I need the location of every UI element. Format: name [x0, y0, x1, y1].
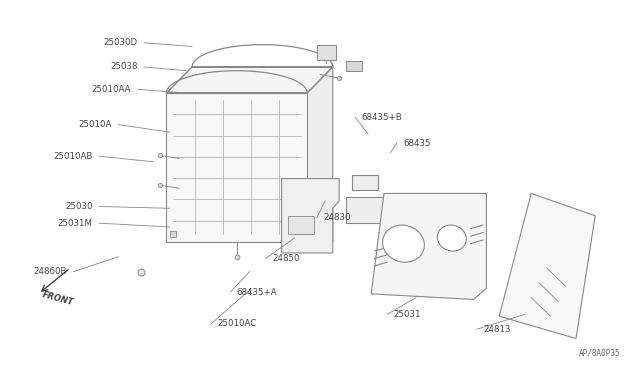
Polygon shape — [371, 193, 486, 299]
Polygon shape — [346, 197, 384, 223]
Text: 25030D: 25030D — [104, 38, 138, 47]
Text: 24860B: 24860B — [34, 267, 67, 276]
Text: 68435+B: 68435+B — [362, 113, 403, 122]
Text: 25010AB: 25010AB — [53, 152, 93, 161]
Ellipse shape — [437, 225, 467, 251]
Text: 25010A: 25010A — [79, 120, 112, 129]
Text: AP/8A0P35: AP/8A0P35 — [579, 348, 621, 357]
Polygon shape — [307, 67, 333, 242]
Text: 24850: 24850 — [272, 254, 300, 263]
Polygon shape — [288, 216, 314, 234]
Text: 25030: 25030 — [65, 202, 93, 211]
Polygon shape — [166, 67, 333, 93]
Text: 25010AA: 25010AA — [92, 85, 131, 94]
Text: FRONT: FRONT — [42, 290, 75, 307]
Polygon shape — [282, 179, 339, 253]
Text: 68435: 68435 — [403, 139, 431, 148]
Polygon shape — [352, 175, 378, 190]
Text: 25038: 25038 — [110, 62, 138, 71]
Text: 68435+A: 68435+A — [237, 288, 277, 296]
Text: 25010AC: 25010AC — [218, 319, 257, 328]
Text: 24813: 24813 — [483, 325, 511, 334]
Polygon shape — [317, 45, 336, 60]
Polygon shape — [346, 61, 362, 71]
Ellipse shape — [383, 225, 424, 262]
Polygon shape — [499, 193, 595, 339]
Text: 25031M: 25031M — [58, 219, 93, 228]
Text: 24830: 24830 — [323, 213, 351, 222]
Polygon shape — [166, 93, 307, 242]
Text: 25031: 25031 — [394, 310, 421, 319]
